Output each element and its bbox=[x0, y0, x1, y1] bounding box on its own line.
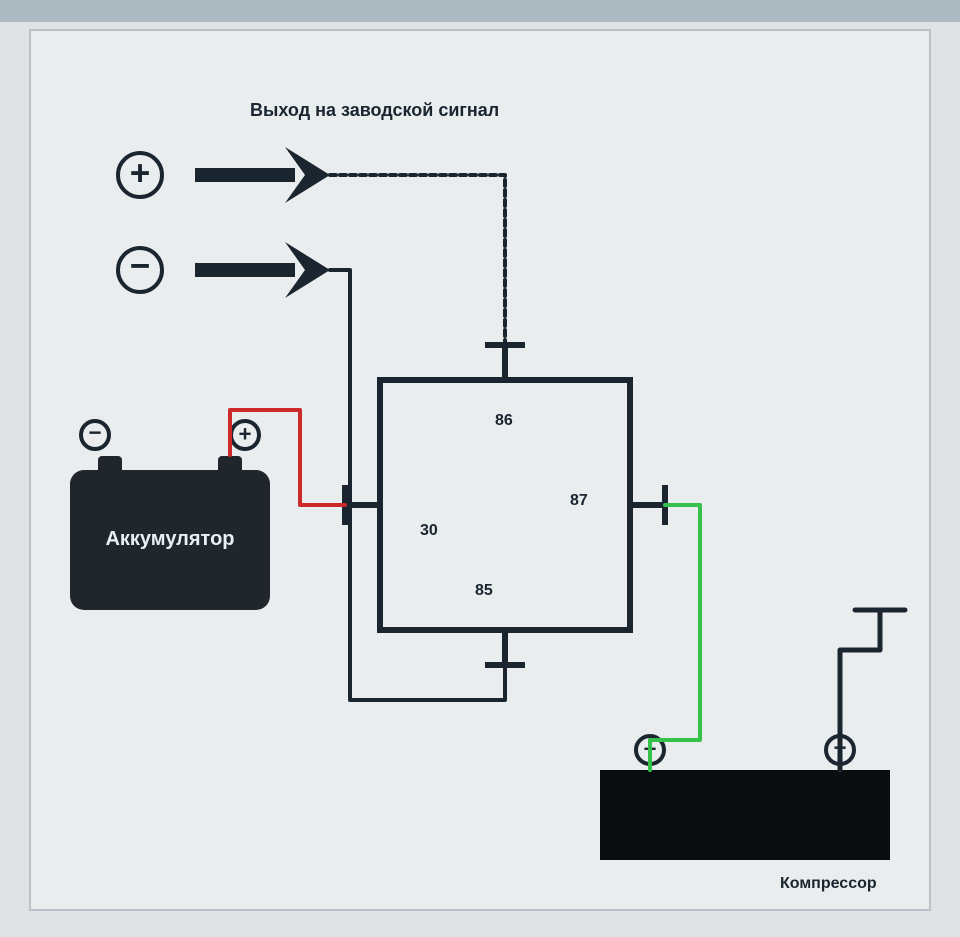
signal-minus-source: − bbox=[130, 247, 151, 286]
diagram-stage: +−−++− Выход на заводской сигнал30858687… bbox=[0, 0, 960, 937]
wiring-diagram-svg: +−−++− bbox=[0, 0, 960, 937]
battery-label: Аккумулятор bbox=[70, 528, 270, 551]
relay-pin-30: 30 bbox=[420, 522, 438, 540]
compressor-label: Компрессор bbox=[780, 875, 877, 893]
battery-neg-label: − bbox=[88, 420, 101, 445]
relay-pin-87: 87 bbox=[570, 492, 588, 510]
relay-pin-86: 86 bbox=[495, 412, 513, 430]
title-label: Выход на заводской сигнал bbox=[250, 100, 499, 121]
battery-pos-label: + bbox=[238, 421, 251, 446]
relay-pin-85: 85 bbox=[475, 582, 493, 600]
signal-plus-source: + bbox=[130, 154, 151, 193]
